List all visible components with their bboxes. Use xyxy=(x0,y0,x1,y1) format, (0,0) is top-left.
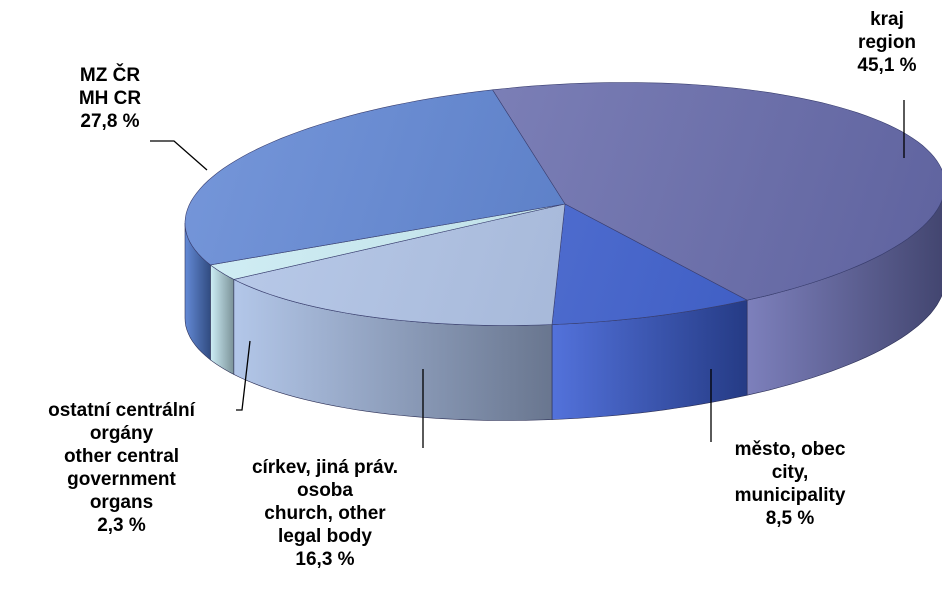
slice-name-line: MH CR xyxy=(78,88,142,109)
slice-name-line: osoba xyxy=(297,480,353,501)
slice-name-line: legal body xyxy=(278,526,372,547)
pie-top xyxy=(184,82,942,326)
slice-label: město, obec city, municipality 8,5 % xyxy=(690,438,890,530)
slice-name-line: city, xyxy=(771,462,809,483)
slice-name-line: government xyxy=(67,469,176,490)
slice-label: ostatní centrální orgány other central gove… xyxy=(4,399,239,537)
slice-name-line: církev, jiná práv. xyxy=(251,457,399,478)
slice-name-line: kraj xyxy=(870,9,904,30)
slice-name-line: other central xyxy=(63,446,180,467)
slice-name-line: MZ ČR xyxy=(79,65,141,86)
pie-side-walls xyxy=(184,199,942,421)
leader-line xyxy=(236,340,251,411)
slice-value-label: 27,8 % xyxy=(80,111,140,132)
slice-label: MZ ČR MH CR 27,8 % xyxy=(50,64,170,133)
slice-value-label: 45,1 % xyxy=(857,55,917,76)
slice-name-line: region xyxy=(857,32,917,53)
slice-name-line: municipality xyxy=(734,485,846,506)
slice-value-label: 8,5 % xyxy=(765,508,815,529)
pie-slice-side xyxy=(210,264,235,375)
slice-name-line: church, other xyxy=(264,503,386,524)
slice-name-line: město, obec xyxy=(734,439,846,460)
leader-line xyxy=(150,140,208,171)
slice-name-line: orgány xyxy=(89,423,154,444)
slice-name-line: ostatní centrální xyxy=(48,400,195,421)
slice-label: kraj region 45,1 % xyxy=(832,8,942,77)
pie-slice xyxy=(209,203,566,280)
slice-value-label: 16,3 % xyxy=(295,549,355,570)
slice-label: církev, jiná práv. osoba church, other lega… xyxy=(210,456,440,571)
slice-value-label: 2,3 % xyxy=(97,515,146,536)
pie-slice xyxy=(491,82,942,301)
pie-slice xyxy=(232,203,566,326)
pie-slice xyxy=(551,203,748,325)
slice-name-line: organs xyxy=(89,492,154,513)
pie-slice xyxy=(184,89,566,266)
